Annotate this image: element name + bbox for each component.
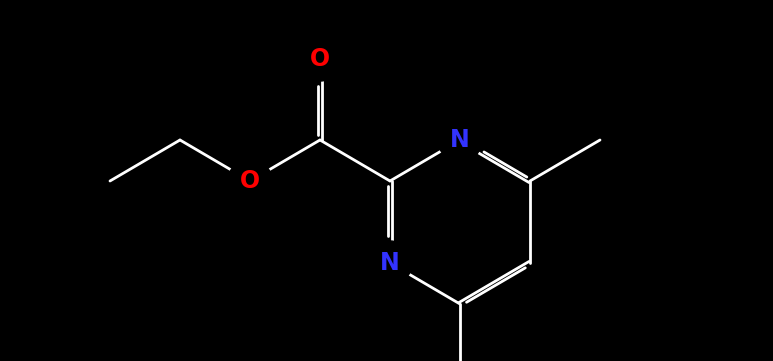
Circle shape — [228, 159, 272, 203]
Text: O: O — [310, 47, 330, 71]
Text: N: N — [380, 251, 400, 275]
Circle shape — [298, 37, 342, 81]
Circle shape — [438, 118, 482, 162]
Text: O: O — [240, 169, 260, 193]
Circle shape — [368, 241, 412, 285]
Text: N: N — [450, 128, 470, 152]
